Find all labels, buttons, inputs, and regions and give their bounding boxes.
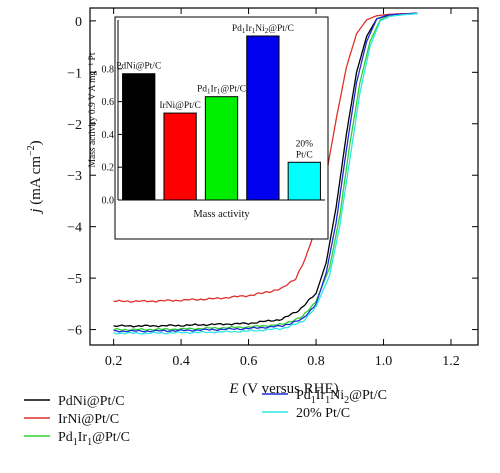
- inset-bar: [204, 96, 239, 201]
- y-tick-label: −1: [67, 66, 82, 81]
- inset-bar: [246, 35, 280, 201]
- inset-bar-label: Pt/C: [296, 150, 313, 160]
- series-line-2: [113, 12, 418, 303]
- legend-label-part: PdNi@Pt/C: [58, 394, 125, 409]
- inset-bar: [287, 161, 321, 201]
- legend-label: Pd1Ir1Ni2@Pt/C: [296, 388, 387, 406]
- legend-label-part: 1: [87, 437, 92, 448]
- y-tick-label: −4: [67, 221, 82, 236]
- series-line-5: [113, 13, 418, 335]
- y-tick-label: 0: [75, 15, 82, 30]
- y-axis-label: j (mA cm−2): [26, 140, 44, 214]
- legend-label-part: 1: [311, 395, 316, 406]
- inset-bar-label-part: 2: [265, 27, 269, 35]
- inset-bar-label: 20%: [296, 139, 314, 149]
- legend-label: IrNi@Pt/C: [58, 412, 119, 427]
- inset-y-axis-label: Mass activity 0.9 V A mg⁻¹ Pt: [88, 52, 98, 167]
- inset-bar-label-part: 1: [217, 88, 221, 96]
- inset-bar-label-part: 1: [242, 27, 246, 35]
- inset-y-tick-label: 0.6: [102, 97, 115, 108]
- inset-x-axis-label: Mass activity: [193, 209, 250, 220]
- x-tick-label: 0.8: [307, 354, 325, 369]
- legend-label-part: 1: [73, 437, 78, 448]
- inset-bar-label-part: Ir: [211, 85, 218, 95]
- y-axis-symbol: j: [28, 208, 44, 214]
- legend-label-part: Pd: [296, 388, 311, 403]
- inset-bar-label-part: PdNi@Pt/C: [116, 62, 161, 72]
- y-axis-unit-exponent: −2: [26, 145, 37, 156]
- inset-bar-label-part: @Pt/C: [268, 24, 294, 34]
- legend-label-part: IrNi@Pt/C: [58, 412, 119, 427]
- x-axis-label: E (V versus RHE): [228, 381, 338, 397]
- y-axis-unit: (mA cm: [28, 156, 44, 209]
- x-tick-label: 0.6: [240, 354, 258, 369]
- legend-label-part: 20% Pt/C: [296, 406, 350, 421]
- x-axis-symbol: E: [228, 381, 238, 397]
- legend-label-part: @Pt/C: [92, 430, 130, 445]
- x-tick-label: 1.0: [375, 354, 393, 369]
- inset-bar-label: Pd1Ir1Ni2@Pt/C: [232, 24, 294, 35]
- legend-label-part: 2: [344, 395, 349, 406]
- inset-y-tick-label: 0.2: [102, 163, 115, 174]
- inset-bar-label-part: Ir: [245, 24, 252, 34]
- inset-bar-label: PdNi@Pt/C: [116, 62, 161, 72]
- inset-bar-label-part: IrNi@Pt/C: [159, 101, 200, 111]
- legend-label: Pd1Ir1@Pt/C: [58, 430, 130, 448]
- inset-bar-label-part: @Pt/C: [220, 85, 246, 95]
- y-axis-unit-close: ): [28, 140, 44, 145]
- inset-bar-label: IrNi@Pt/C: [159, 101, 200, 111]
- legend-label: 20% Pt/C: [296, 406, 350, 421]
- legend-label-part: Pd: [58, 430, 73, 445]
- legend-label-part: Ir: [78, 430, 88, 445]
- series-line-4: [113, 12, 418, 333]
- inset-bar-label-part: Pd: [232, 24, 242, 34]
- legend-label-part: @Pt/C: [349, 388, 387, 403]
- inset-bar-label-part: 1: [252, 27, 256, 35]
- x-tick-label: 0.4: [172, 354, 190, 369]
- legend-label-part: Ni: [330, 388, 344, 403]
- x-tick-label: 1.2: [442, 354, 460, 369]
- plot-frame: [89, 7, 479, 346]
- inset-y-tick-label: 0.0: [102, 196, 115, 207]
- y-tick-label: −3: [67, 169, 82, 184]
- x-tick-label: 0.2: [105, 354, 123, 369]
- inset-bar-label-part: Pt/C: [296, 150, 313, 160]
- inset-bar-label-part: 1: [207, 88, 211, 96]
- inset-bar: [163, 112, 197, 201]
- legend-label: PdNi@Pt/C: [58, 394, 125, 409]
- inset-bar-label-part: 20%: [296, 139, 314, 149]
- inset-bar: [122, 73, 156, 201]
- legend-label-part: Ir: [316, 388, 326, 403]
- inset-bar-label-part: Ni: [255, 24, 265, 34]
- y-tick-label: −2: [67, 118, 82, 133]
- y-tick-label: −5: [67, 272, 82, 287]
- y-tick-label: −6: [67, 324, 82, 339]
- inset-bar-label-part: Pd: [197, 85, 207, 95]
- x-axis-unit: (V versus RHE): [239, 381, 339, 397]
- inset-bar-label: Pd1Ir1@Pt/C: [197, 85, 246, 96]
- legend-label-part: 1: [325, 395, 330, 406]
- inset-y-tick-label: 0.4: [102, 130, 115, 141]
- inset-y-tick-label: 0.8: [102, 64, 115, 75]
